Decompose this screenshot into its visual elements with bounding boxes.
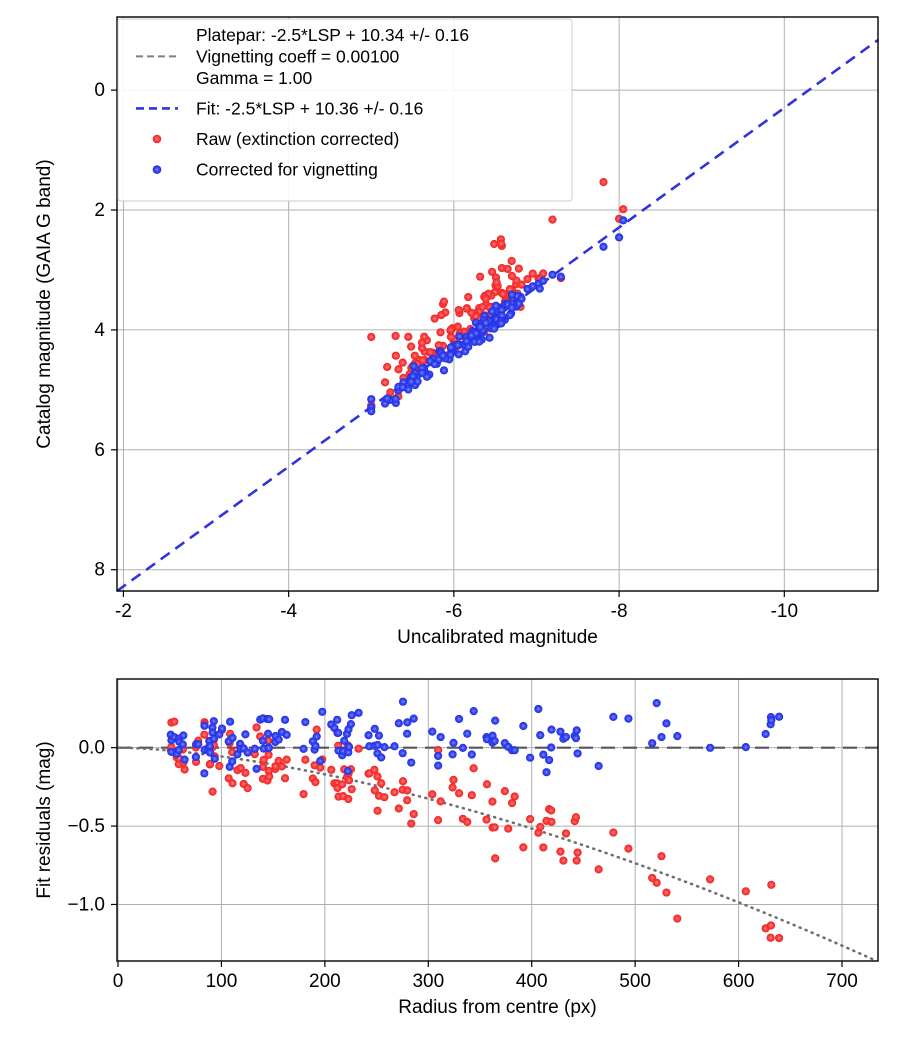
svg-text:Gamma = 1.00: Gamma = 1.00: [196, 68, 313, 88]
svg-text:Raw (extinction corrected): Raw (extinction corrected): [196, 129, 399, 149]
svg-text:−1.0: −1.0: [67, 894, 105, 915]
svg-text:8: 8: [94, 560, 105, 581]
svg-text:0: 0: [113, 971, 124, 992]
svg-text:4: 4: [94, 320, 105, 341]
svg-text:500: 500: [619, 971, 651, 992]
svg-text:400: 400: [516, 971, 548, 992]
svg-text:-4: -4: [280, 601, 297, 622]
svg-text:Vignetting coeff = 0.00100: Vignetting coeff = 0.00100: [196, 46, 399, 66]
svg-text:300: 300: [412, 971, 444, 992]
svg-text:-10: -10: [771, 601, 798, 622]
svg-text:Corrected for vignetting: Corrected for vignetting: [196, 160, 378, 180]
svg-text:100: 100: [206, 971, 238, 992]
svg-text:Radius from centre (px): Radius from centre (px): [398, 997, 597, 1018]
svg-text:-6: -6: [445, 601, 462, 622]
svg-text:700: 700: [826, 971, 858, 992]
svg-text:600: 600: [723, 971, 755, 992]
svg-text:0.0: 0.0: [79, 738, 105, 759]
svg-text:Uncalibrated magnitude: Uncalibrated magnitude: [397, 627, 598, 648]
svg-text:-8: -8: [611, 601, 628, 622]
svg-text:6: 6: [94, 440, 105, 461]
svg-text:-2: -2: [115, 601, 132, 622]
svg-text:0: 0: [94, 80, 105, 101]
svg-text:2: 2: [94, 200, 105, 221]
svg-text:−0.5: −0.5: [67, 816, 105, 837]
svg-text:Platepar: -2.5*LSP + 10.34 +/-: Platepar: -2.5*LSP + 10.34 +/- 0.16: [196, 25, 469, 45]
svg-text:Catalog magnitude (GAIA G band: Catalog magnitude (GAIA G band): [34, 159, 55, 448]
svg-text:200: 200: [309, 971, 341, 992]
svg-text:Fit residuals (mag): Fit residuals (mag): [34, 741, 55, 898]
svg-text:Fit: -2.5*LSP + 10.36 +/- 0.16: Fit: -2.5*LSP + 10.36 +/- 0.16: [196, 98, 423, 118]
